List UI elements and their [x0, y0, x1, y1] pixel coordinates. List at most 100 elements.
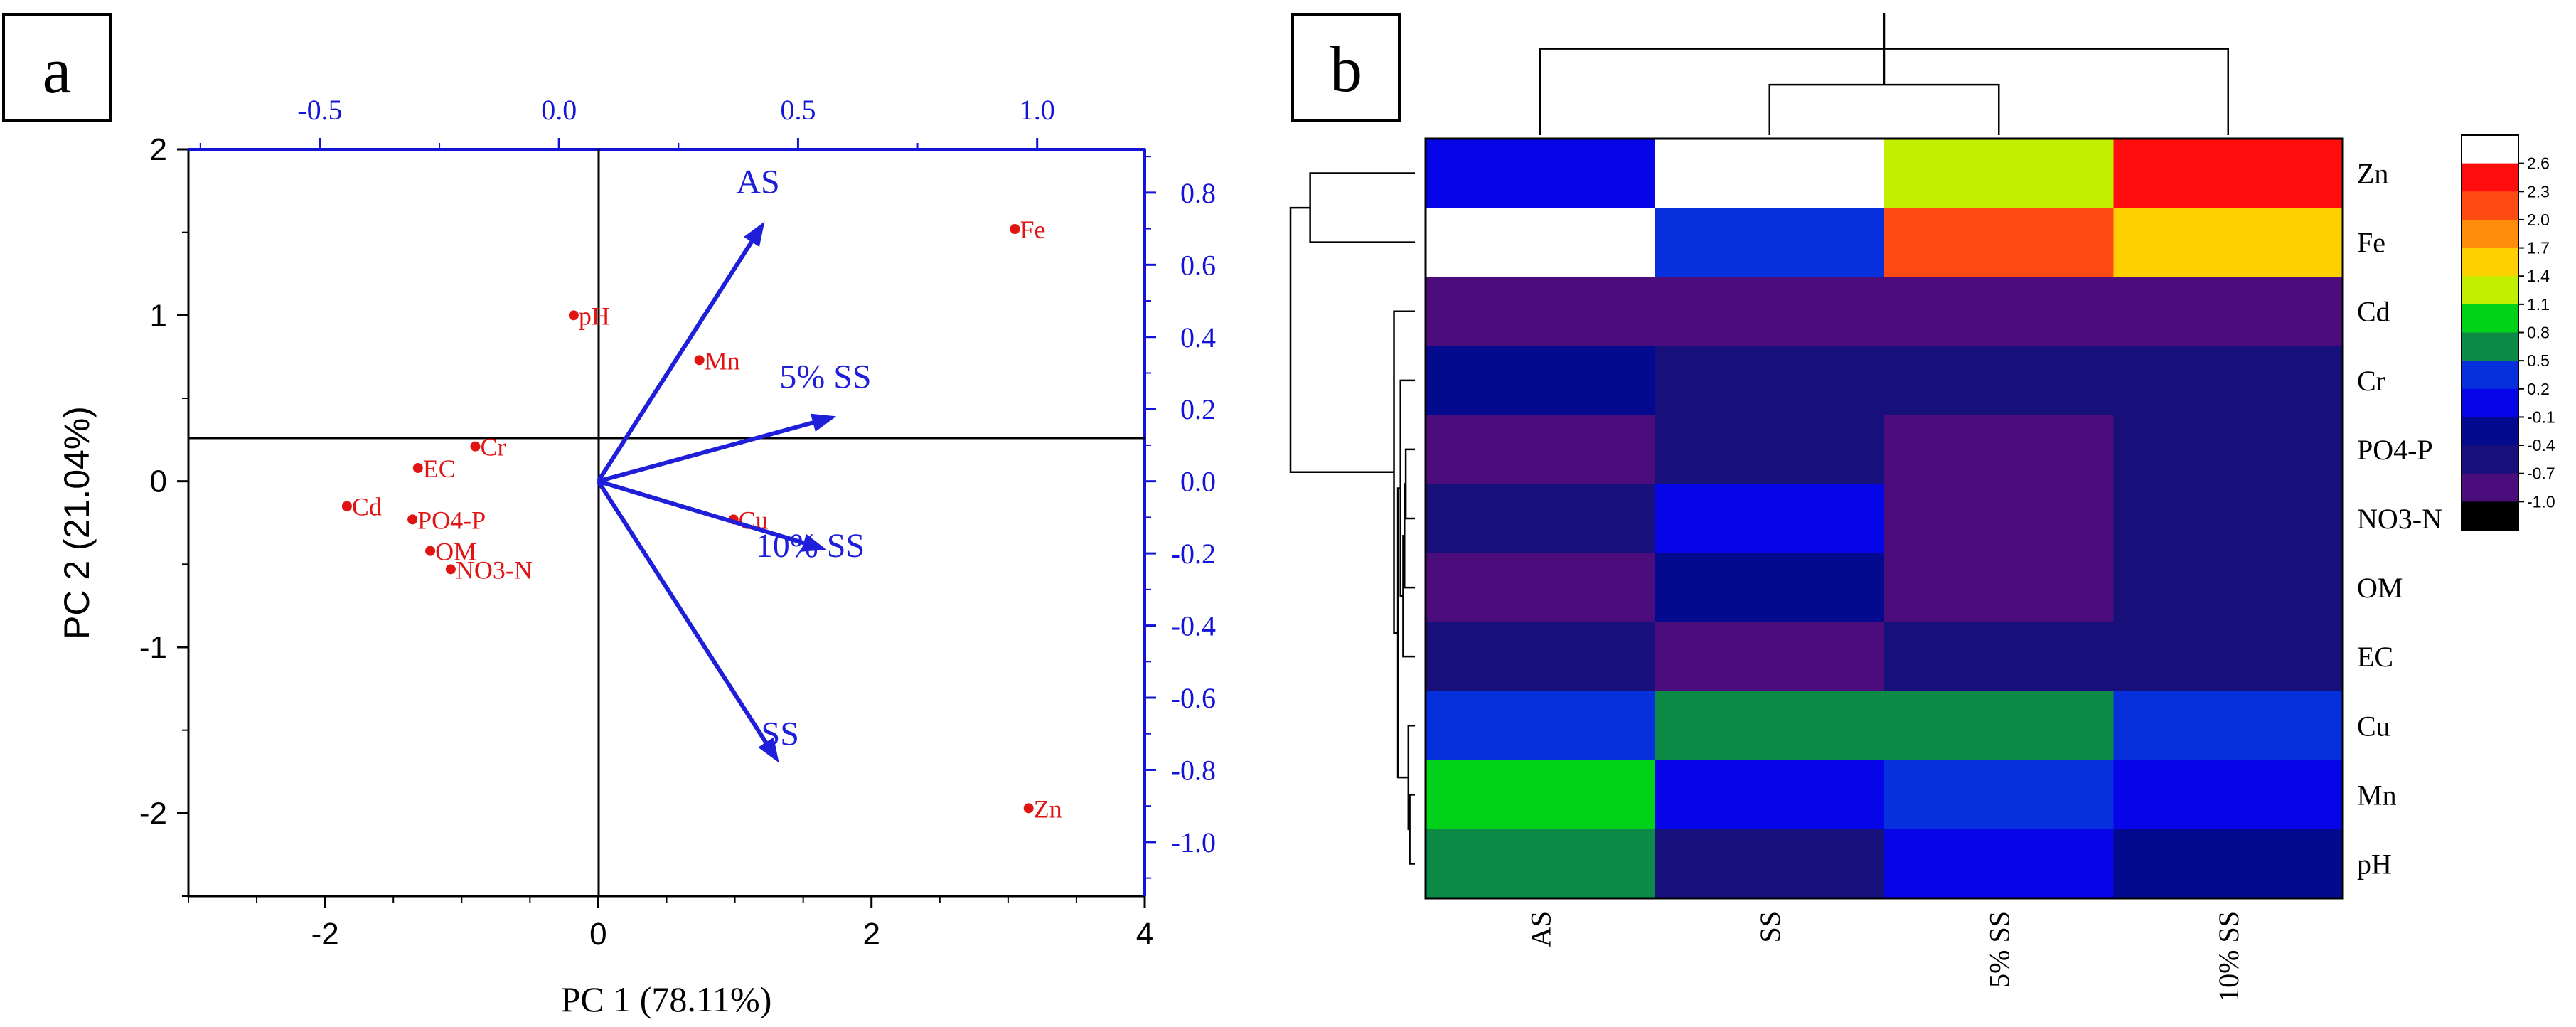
cell-mn-5pct-ss [1884, 760, 2115, 830]
cell-cu-as [1426, 691, 1656, 761]
cell-no3-n-10pct-ss [2113, 484, 2343, 554]
cell-po4-p-ss [1655, 415, 1885, 485]
right-tick-label: 0.4 [1180, 321, 1216, 353]
row-label-fe: Fe [2357, 227, 2385, 259]
cell-po4-p-10pct-ss [2113, 415, 2343, 485]
cell-cd-5pct-ss [1884, 277, 2115, 346]
legend-swatch [2462, 163, 2518, 192]
right-tick-label: 0.2 [1180, 393, 1216, 425]
cell-cd-as [1426, 277, 1656, 346]
cell-cd-10pct-ss [2113, 277, 2343, 346]
cell-no3-n-ss [1655, 484, 1885, 554]
arrow-shaft-as [596, 240, 754, 483]
cell-cu-5pct-ss [1884, 691, 2115, 761]
row-label-mn: Mn [2357, 779, 2397, 811]
x-tick-label: -2 [311, 917, 339, 952]
arrow-label-ss: SS [761, 715, 799, 752]
right-tick-label: -0.4 [1171, 610, 1216, 642]
heatmap-cells [1426, 139, 2343, 899]
y-tick-label: 1 [150, 298, 167, 333]
score-point-po4-p [407, 514, 418, 525]
plot-frame [187, 148, 1146, 898]
legend-swatch [2462, 304, 2518, 333]
column-label-5pct-ss: 5% SS [1983, 911, 2015, 988]
cell-fe-ss [1655, 208, 1885, 277]
x-tick-label: 0 [589, 917, 606, 952]
cell-ec-as [1426, 622, 1656, 692]
x-tick-label: 2 [862, 917, 880, 952]
arrow-label-5pct-ss: 5% SS [779, 358, 871, 395]
arrow-label-as: AS [736, 163, 779, 201]
arrow-head-ss [758, 737, 779, 763]
panel-a-label: a [43, 34, 72, 107]
column-merge-link [1768, 83, 2000, 135]
cell-no3-n-5pct-ss [1884, 484, 2115, 554]
row-merge-link [1409, 794, 1415, 865]
row-label-cd: Cd [2357, 296, 2390, 328]
arrow-head-as [744, 221, 765, 248]
column-label-10pct-ss: 10% SS [2213, 911, 2245, 1002]
score-label-no3-n: NO3-N [456, 555, 533, 584]
panel-b-label: b [1330, 33, 1362, 105]
cell-cr-5pct-ss [1884, 346, 2115, 415]
cell-zn-as [1426, 139, 1656, 208]
top-tick-label: 0.5 [780, 94, 816, 126]
cell-mn-ss [1655, 760, 1885, 830]
legend-swatch [2462, 191, 2518, 220]
legend-swatch [2462, 361, 2518, 390]
cell-cr-10pct-ss [2113, 346, 2343, 415]
legend-tick-label: 2.3 [2527, 182, 2550, 201]
row-dendrogram [1289, 172, 1415, 865]
row-label-po4-p: PO4-P [2357, 434, 2433, 466]
row-merge-link [1289, 206, 1394, 474]
score-label-cr: Cr [481, 433, 506, 462]
loading-arrows: AS 5% SS 10% SS SS [596, 163, 872, 763]
right-tick-label: 0.6 [1180, 249, 1216, 281]
arrow-shaft-ss [596, 480, 768, 744]
pca-biplot: a -2 0 2 4 -2 -1 0 1 2 -0.5 0.0 0.5 1.0 0.8 0.6 0.4 0.2 0… [2, 13, 1216, 1019]
cell-mn-as [1426, 760, 1656, 830]
legend-swatch [2462, 445, 2518, 474]
y-axis-title: PC 2 (21.04%) [57, 406, 97, 639]
legend-tick-label: -1.0 [2527, 492, 2555, 511]
row-label-cr: Cr [2357, 365, 2385, 397]
cell-ph-as [1426, 829, 1656, 899]
cell-cr-ss [1655, 346, 1885, 415]
legend-tick-label: 0.2 [2527, 380, 2550, 398]
heatmap-panel: b Zn Fe Cd Cr PO4-P NO3-N OM EC Cu Mn pH AS SS 5% SS 1… [1289, 13, 2555, 1002]
column-label-as: AS [1524, 911, 1556, 947]
score-label-zn: Zn [1034, 794, 1062, 823]
legend-tick-label: 2.0 [2527, 211, 2550, 229]
score-point-cr [470, 441, 481, 452]
column-dendrogram [1539, 13, 2229, 135]
cell-cd-ss [1655, 277, 1885, 346]
right-tick-label: -1.0 [1171, 826, 1216, 858]
score-point-fe [1010, 224, 1020, 234]
row-label-cu: Cu [2357, 710, 2390, 742]
cell-po4-p-as [1426, 415, 1656, 485]
cell-mn-10pct-ss [2113, 760, 2343, 830]
y-tick-label: 2 [150, 132, 167, 167]
heatmap-frame [1424, 137, 2344, 900]
legend-tick-label: 1.4 [2527, 267, 2550, 285]
score-point-mn [694, 355, 705, 366]
score-label-ph: pH [579, 302, 610, 330]
score-label-om: OM [435, 538, 476, 566]
cell-no3-n-as [1426, 484, 1656, 554]
row-label-ec: EC [2357, 641, 2393, 673]
row-label-no3-n: NO3-N [2357, 503, 2442, 535]
y-tick-label: -2 [139, 796, 167, 831]
legend-swatch [2462, 473, 2518, 502]
score-point-ph [568, 310, 579, 321]
score-point-om [425, 546, 436, 556]
legend-swatch [2462, 388, 2518, 417]
x-axis-title: PC 1 (78.11%) [561, 979, 772, 1019]
cell-ph-5pct-ss [1884, 829, 2115, 899]
color-scale-legend: 2.6 2.3 2.0 1.7 1.4 1.1 0.8 0.5 0.2 -0.1 -0.4 -0.7 -… [2461, 134, 2555, 531]
arrow-label-10pct-ss: 10% SS [756, 527, 865, 565]
legend-tick-label: 1.1 [2527, 295, 2550, 314]
arrow-head-10pct-ss [801, 533, 827, 552]
legend-tick-label: 0.8 [2527, 324, 2550, 342]
